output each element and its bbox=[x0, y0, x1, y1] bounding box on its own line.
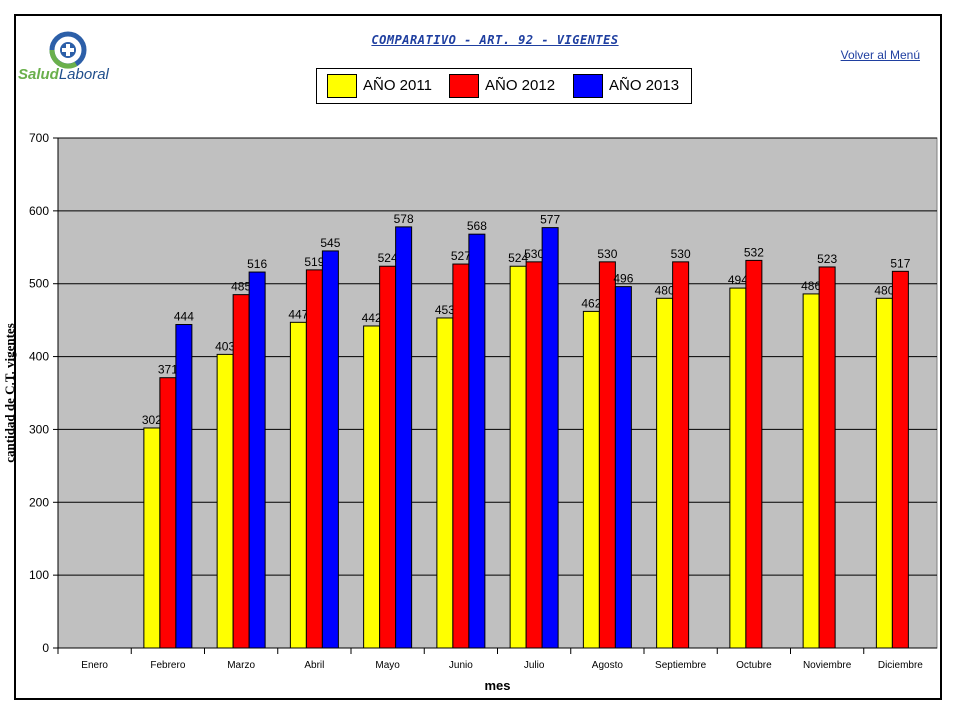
legend-swatch-2012 bbox=[449, 74, 479, 98]
y-tick-label-600: 600 bbox=[29, 204, 49, 218]
data-label-febrero-2011: 302 bbox=[142, 413, 162, 427]
x-tick-label-diciembre: Diciembre bbox=[878, 660, 923, 671]
bar-mayo-2011 bbox=[363, 325, 381, 649]
data-label-marzo-2011: 403 bbox=[215, 339, 235, 353]
y-axis-title: cantidad de C.T. vigentes bbox=[2, 323, 17, 463]
legend-label-2012: AÑO 2012 bbox=[485, 77, 556, 94]
data-label-febrero-2012: 371 bbox=[158, 363, 178, 377]
data-label-julio-2011: 524 bbox=[508, 251, 528, 265]
x-tick-label-abril: Abril bbox=[304, 660, 324, 671]
bar-agosto-2013 bbox=[614, 286, 632, 649]
bar-abril-2013 bbox=[321, 250, 339, 649]
bar-noviembre-2011 bbox=[802, 293, 820, 649]
bar-junio-2013 bbox=[468, 233, 486, 649]
bar-octubre-2011 bbox=[729, 287, 747, 649]
bar-febrero-2013 bbox=[175, 324, 193, 649]
data-label-mayo-2011: 442 bbox=[362, 311, 382, 325]
bar-marzo-2011 bbox=[216, 353, 234, 649]
legend-label-2011: AÑO 2011 bbox=[363, 77, 432, 94]
data-label-octubre-2011: 494 bbox=[728, 273, 748, 287]
x-tick-label-febrero: Febrero bbox=[150, 660, 185, 671]
data-label-noviembre-2011: 486 bbox=[801, 279, 821, 293]
data-label-diciembre-2011: 480 bbox=[874, 283, 894, 297]
bar-abril-2012 bbox=[305, 269, 323, 649]
bar-mayo-2013 bbox=[395, 226, 413, 649]
data-label-mayo-2013: 578 bbox=[394, 212, 414, 226]
x-tick-label-noviembre: Noviembre bbox=[803, 660, 852, 671]
x-tick-label-marzo: Marzo bbox=[227, 660, 255, 671]
data-label-abril-2012: 519 bbox=[304, 255, 324, 269]
bar-diciembre-2011 bbox=[875, 297, 893, 649]
legend-label-2013: AÑO 2013 bbox=[609, 77, 680, 94]
data-label-mayo-2012: 524 bbox=[378, 251, 398, 265]
data-label-marzo-2013: 516 bbox=[247, 257, 267, 271]
legend-swatch-2011 bbox=[327, 74, 357, 98]
logo-word-laboral: Laboral bbox=[58, 66, 109, 83]
x-tick-label-enero: Enero bbox=[81, 660, 108, 671]
bar-febrero-2011 bbox=[143, 427, 161, 649]
data-label-octubre-2012: 532 bbox=[744, 245, 764, 259]
data-label-abril-2011: 447 bbox=[288, 307, 308, 321]
bar-julio-2013 bbox=[541, 227, 559, 649]
data-label-agosto-2011: 462 bbox=[581, 296, 601, 310]
x-axis-title: mes bbox=[484, 678, 510, 693]
bar-julio-2011 bbox=[509, 265, 527, 649]
bar-mayo-2012 bbox=[379, 265, 397, 649]
bar-octubre-2012 bbox=[745, 259, 763, 649]
data-label-febrero-2013: 444 bbox=[174, 310, 194, 324]
bar-agosto-2012 bbox=[598, 261, 616, 649]
legend-swatch-2013 bbox=[573, 74, 603, 98]
bar-junio-2011 bbox=[436, 317, 454, 649]
y-tick-label-300: 300 bbox=[29, 422, 49, 436]
data-label-julio-2012: 530 bbox=[524, 247, 544, 261]
y-tick-label-200: 200 bbox=[29, 495, 49, 509]
y-tick-label-100: 100 bbox=[29, 568, 49, 582]
data-label-marzo-2012: 485 bbox=[231, 280, 251, 294]
y-tick-label-0: 0 bbox=[42, 641, 49, 655]
plot-area bbox=[57, 137, 938, 649]
bar-agosto-2011 bbox=[582, 310, 600, 649]
data-label-agosto-2013: 496 bbox=[613, 272, 633, 286]
data-label-abril-2013: 545 bbox=[320, 236, 340, 250]
data-label-junio-2011: 453 bbox=[435, 303, 455, 317]
back-to-menu-link[interactable]: Volver al Menú bbox=[840, 48, 920, 62]
bar-junio-2012 bbox=[452, 263, 470, 649]
data-label-diciembre-2012: 517 bbox=[890, 256, 910, 270]
x-tick-label-mayo: Mayo bbox=[375, 660, 400, 671]
bar-noviembre-2012 bbox=[818, 266, 836, 649]
data-label-junio-2013: 568 bbox=[467, 219, 487, 233]
bar-abril-2011 bbox=[289, 321, 307, 649]
chart-legend: AÑO 2011 AÑO 2012 AÑO 2013 bbox=[316, 68, 692, 104]
data-label-septiembre-2011: 480 bbox=[655, 283, 675, 297]
bar-marzo-2013 bbox=[248, 271, 266, 649]
bar-diciembre-2012 bbox=[891, 270, 909, 649]
data-label-septiembre-2012: 530 bbox=[671, 247, 691, 261]
bar-septiembre-2012 bbox=[672, 261, 690, 649]
bar-marzo-2012 bbox=[232, 294, 250, 649]
x-tick-label-julio: Julio bbox=[524, 660, 545, 671]
data-label-noviembre-2012: 523 bbox=[817, 252, 837, 266]
bar-febrero-2012 bbox=[159, 377, 177, 649]
y-tick-label-700: 700 bbox=[29, 131, 49, 145]
x-tick-label-octubre: Octubre bbox=[736, 660, 772, 671]
page-title: COMPARATIVO - ART. 92 - VIGENTES bbox=[371, 33, 619, 47]
bar-julio-2012 bbox=[525, 261, 543, 649]
logo-word-salud: Salud bbox=[18, 66, 59, 83]
bar-septiembre-2011 bbox=[656, 297, 674, 649]
data-label-julio-2013: 577 bbox=[540, 213, 560, 227]
x-tick-label-agosto: Agosto bbox=[592, 660, 624, 671]
data-label-agosto-2012: 530 bbox=[597, 247, 617, 261]
x-tick-label-septiembre: Septiembre bbox=[655, 660, 707, 671]
y-tick-label-400: 400 bbox=[29, 350, 49, 364]
x-tick-label-junio: Junio bbox=[449, 660, 473, 671]
data-label-junio-2012: 527 bbox=[451, 249, 471, 263]
y-tick-label-500: 500 bbox=[29, 277, 49, 291]
salud-laboral-logo-icon bbox=[49, 31, 87, 69]
logo-wordmark: SaludLaboral bbox=[18, 66, 109, 83]
